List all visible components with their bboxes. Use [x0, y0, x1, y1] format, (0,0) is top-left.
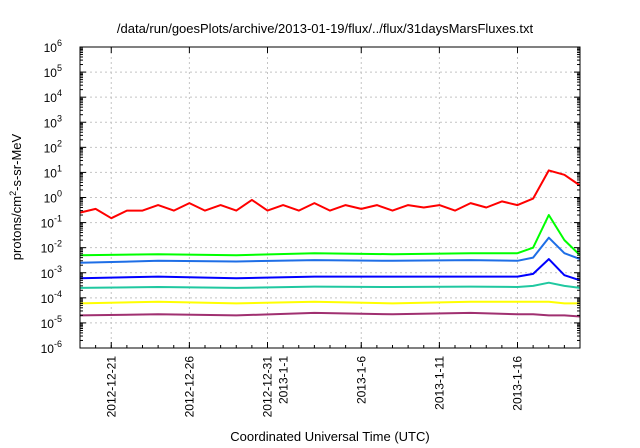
series-line: [79, 281, 581, 289]
y-axis-ticks: 10-6 10-5 10-4 10-3 10-2 10-1 100 101 102 103 104 1…: [41, 38, 580, 356]
y-tick-label: 103: [44, 113, 62, 130]
chart-title: /data/run/goesPlots/archive/2013-01-19/f…: [117, 21, 534, 36]
grid-lines: [80, 47, 580, 348]
y-tick-label: 10-5: [41, 314, 62, 331]
series-line: [79, 236, 581, 264]
data-series: [79, 169, 581, 318]
y-tick-label: 100: [44, 189, 62, 206]
y-tick-label: 10-3: [41, 264, 62, 281]
y-tick-label: 10-2: [41, 239, 62, 256]
series-line: [79, 311, 581, 318]
y-tick-label: 105: [44, 63, 62, 80]
x-tick-label: 2013-1-11: [432, 356, 446, 410]
y-tick-label: 101: [44, 163, 62, 180]
x-tick-label: 2013-1-16: [511, 356, 525, 411]
y-tick-label: 102: [44, 138, 62, 155]
x-tick-label: 2012-12-26: [182, 356, 196, 418]
series-line: [79, 214, 581, 257]
x-tick-label: 2013-1-1: [277, 356, 291, 404]
x-axis-ticks: 2012-12-21 2012-12-26 2012-12-31 2013-1-1 20…: [79, 47, 581, 418]
y-tick-label: 104: [44, 88, 62, 105]
x-tick-label: 2012-12-21: [104, 356, 118, 418]
y-tick-label: 106: [44, 38, 62, 55]
y-tick-label: 10-6: [41, 339, 62, 356]
y-tick-label: 10-4: [41, 289, 62, 306]
y-axis-label: protons/cm2-s-sr-MeV: [8, 133, 24, 260]
x-tick-label: 2012-12-31: [261, 356, 275, 418]
x-tick-label: 2013-1-6: [354, 356, 368, 404]
series-line: [79, 169, 581, 220]
y-tick-label: 10-1: [41, 214, 62, 231]
x-axis-label: Coordinated Universal Time (UTC): [230, 429, 429, 444]
series-line: [79, 300, 580, 305]
series-line: [79, 258, 581, 282]
